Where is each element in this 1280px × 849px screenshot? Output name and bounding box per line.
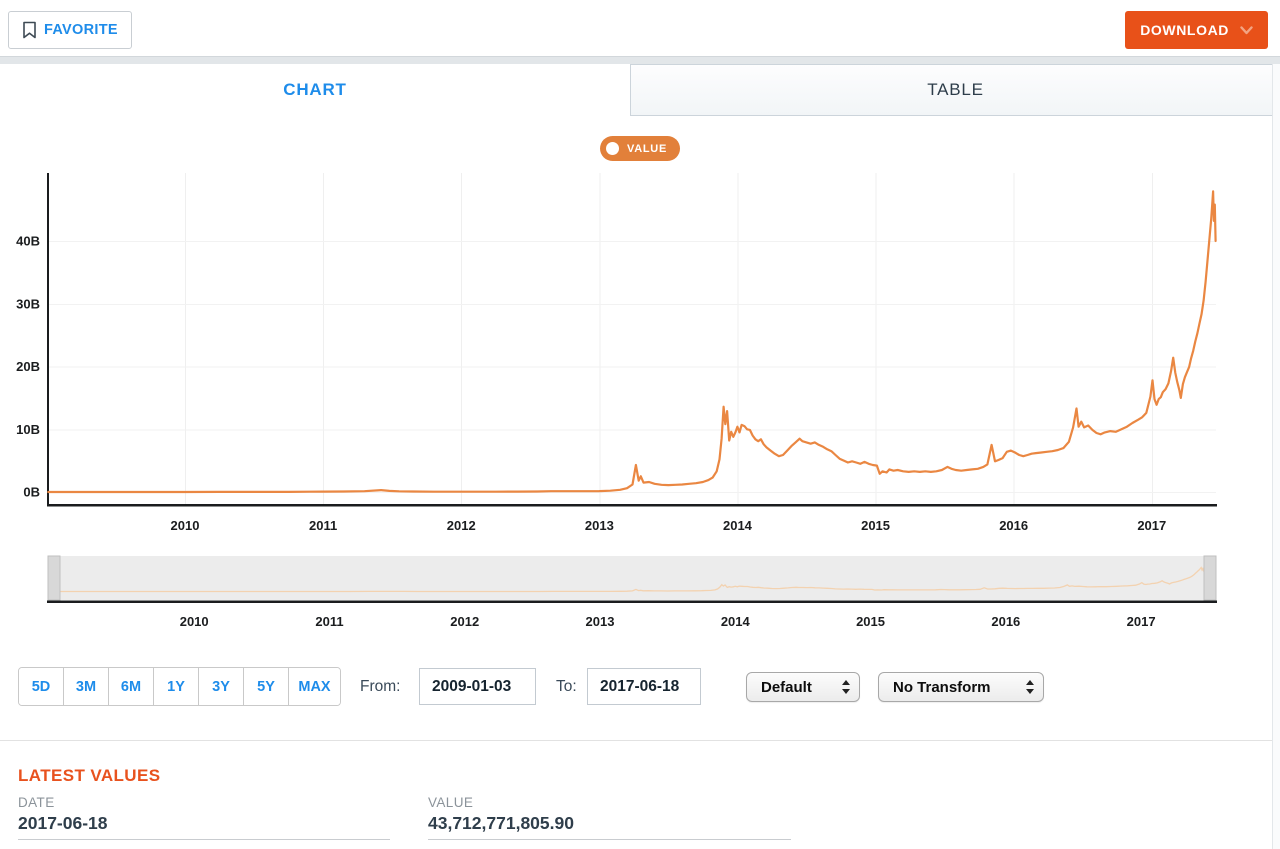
range-button-3y[interactable]: 3Y	[199, 668, 244, 705]
updown-arrows-icon	[1026, 680, 1034, 694]
tab-table-label: TABLE	[927, 80, 984, 99]
range-button-5d[interactable]: 5D	[19, 668, 64, 705]
tab-chart-label: CHART	[283, 80, 347, 99]
x-axis-tick-label: 2013	[585, 518, 614, 533]
range-buttons: 5D 3M 6M 1Y 3Y 5Y MAX	[18, 667, 341, 706]
from-date-input[interactable]	[419, 668, 536, 705]
navigator-left-handle[interactable]	[47, 555, 61, 601]
x-axis-tick-label: 2014	[723, 518, 753, 533]
range-button-3m[interactable]: 3M	[64, 668, 109, 705]
navigator-right-handle[interactable]	[1203, 555, 1217, 601]
tab-strip-band	[0, 56, 1280, 64]
value-series-line	[47, 190, 1217, 494]
navigator-tick-label: 2017	[1127, 614, 1156, 629]
x-axis-tick-label: 2010	[171, 518, 200, 533]
navigator-tick-label: 2011	[315, 614, 343, 629]
legend-dot-icon	[606, 142, 620, 155]
frequency-select-value: Default	[761, 678, 812, 696]
latest-value-value: 43,712,771,805.90	[428, 813, 574, 833]
updown-arrows-icon	[842, 680, 850, 694]
navigator-tick-label: 2015	[856, 614, 885, 629]
legend-value-toggle[interactable]: VALUE	[600, 136, 680, 161]
transform-select[interactable]: No Transform	[878, 672, 1044, 702]
y-axis-tick-label: 40B	[16, 234, 40, 249]
tab-chart[interactable]: CHART	[0, 64, 630, 116]
x-axis-tick-label: 2015	[861, 518, 890, 533]
tab-table[interactable]: TABLE	[630, 64, 1280, 116]
to-date-input[interactable]	[587, 668, 701, 705]
download-label: DOWNLOAD	[1140, 22, 1229, 38]
navigator-tick-label: 2010	[180, 614, 209, 629]
latest-value-label: VALUE	[428, 795, 474, 810]
favorite-button[interactable]: FAVORITE	[8, 11, 132, 49]
navigator-track[interactable]	[48, 556, 1216, 600]
range-button-6m[interactable]: 6M	[109, 668, 154, 705]
chevron-down-icon	[1240, 25, 1253, 34]
navigator-tick-label: 2013	[586, 614, 615, 629]
section-divider	[0, 740, 1280, 741]
latest-values-heading: LATEST VALUES	[18, 766, 161, 785]
x-axis-tick-label: 2016	[999, 518, 1028, 533]
latest-date-value: 2017-06-18	[18, 813, 108, 833]
range-button-max[interactable]: MAX	[289, 668, 340, 705]
navigator-series-line	[60, 566, 1205, 593]
latest-date-label: DATE	[18, 795, 55, 810]
x-axis-tick-label: 2012	[447, 518, 476, 533]
navigator-tick-label: 2014	[721, 614, 751, 629]
to-label: To:	[556, 677, 577, 695]
favorite-label: FAVORITE	[44, 22, 118, 38]
range-button-5y[interactable]: 5Y	[244, 668, 289, 705]
x-axis-tick-label: 2011	[309, 518, 337, 533]
y-axis-tick-label: 20B	[16, 359, 40, 374]
range-button-1y[interactable]: 1Y	[154, 668, 199, 705]
bookmark-icon	[23, 21, 36, 39]
latest-date-cell: DATE 2017-06-18	[18, 795, 390, 840]
y-axis-tick-label: 0B	[23, 485, 40, 500]
download-button[interactable]: DOWNLOAD	[1125, 11, 1268, 49]
y-axis-tick-label: 30B	[16, 296, 40, 311]
frequency-select[interactable]: Default	[746, 672, 860, 702]
y-axis-tick-label: 10B	[16, 422, 40, 437]
from-label: From:	[360, 677, 401, 695]
transform-select-value: No Transform	[893, 678, 991, 696]
toolbar: FAVORITE DOWNLOAD	[0, 0, 1280, 56]
legend-label: VALUE	[627, 142, 667, 155]
latest-value-cell: VALUE 43,712,771,805.90	[428, 795, 791, 840]
navigator-tick-label: 2016	[991, 614, 1020, 629]
x-axis-tick-label: 2017	[1137, 518, 1166, 533]
scrollbar-track[interactable]	[1272, 64, 1280, 849]
navigator-tick-label: 2012	[450, 614, 479, 629]
